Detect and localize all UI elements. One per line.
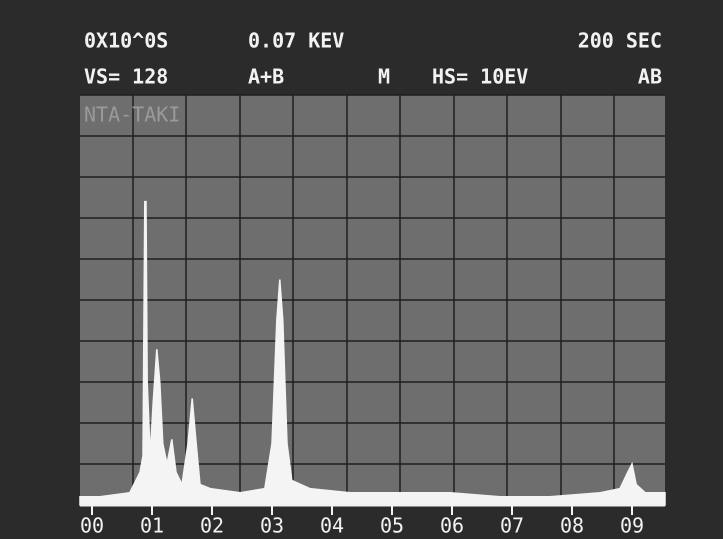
header-text: A+B xyxy=(248,65,284,89)
header-text: M xyxy=(378,65,390,89)
x-tick-label: 04 xyxy=(320,514,344,538)
x-tick-label: 01 xyxy=(140,514,164,538)
header-text: 200 SEC xyxy=(578,29,662,53)
x-tick-label: 08 xyxy=(560,514,584,538)
x-tick-label: 06 xyxy=(440,514,464,538)
x-tick-label: 07 xyxy=(500,514,524,538)
sample-label: NTA-TAKI xyxy=(84,103,180,127)
x-tick-label: 02 xyxy=(200,514,224,538)
header-text: VS= 128 xyxy=(84,65,168,89)
header-text: AB xyxy=(638,65,662,89)
screen: 0X10^0S 0.07 KEV 200 SEC VS= 128 A+B M H… xyxy=(0,0,723,539)
header-text: HS= 10EV xyxy=(432,65,528,89)
x-tick-label: 03 xyxy=(260,514,284,538)
header-text: 0.07 KEV xyxy=(248,29,344,53)
header-text: 0X10^0S xyxy=(84,29,168,53)
x-tick-label: 09 xyxy=(620,514,644,538)
x-tick-label: 05 xyxy=(380,514,404,538)
x-tick-label: 00 xyxy=(80,514,104,538)
